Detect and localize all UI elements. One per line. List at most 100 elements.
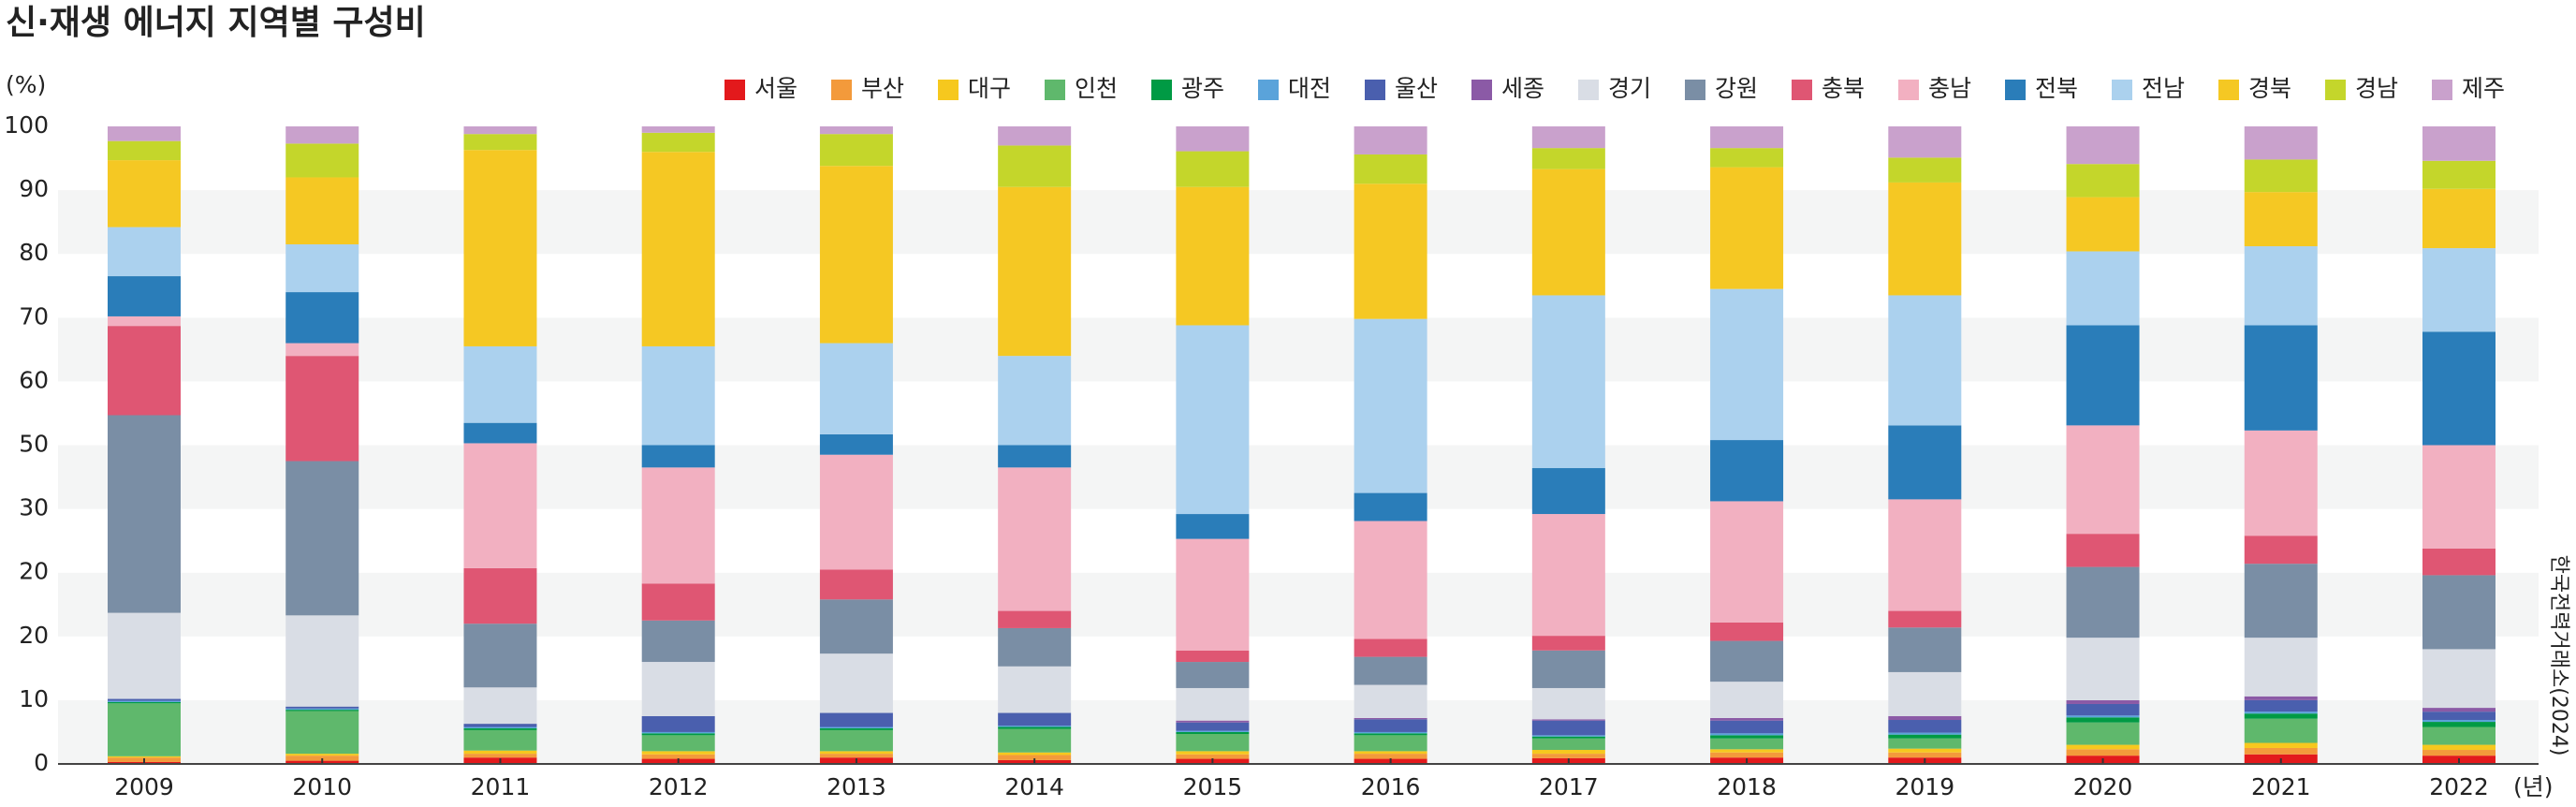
x-tick-label: 2019 — [1895, 773, 1954, 800]
bar-segment — [108, 756, 181, 758]
bar-segment — [463, 150, 537, 346]
bar-segment — [1710, 738, 1784, 750]
bar-segment — [1710, 752, 1784, 758]
bar-segment — [1531, 736, 1605, 739]
bar-segment — [108, 160, 181, 227]
bar-segment — [2244, 536, 2318, 565]
bar-segment — [1176, 325, 1250, 515]
bar-segment — [1710, 440, 1784, 502]
bar-segment — [1888, 734, 1962, 739]
legend-label: 대구 — [968, 75, 1011, 102]
x-tick-label: 2017 — [1539, 773, 1599, 800]
bar-segment — [641, 754, 715, 759]
bar-segment — [1531, 126, 1605, 149]
bar-segment — [1710, 622, 1784, 641]
legend-swatch — [724, 80, 745, 100]
bar-segment — [1888, 671, 1962, 716]
x-tick-label: 2013 — [827, 773, 886, 800]
bar-segment — [1710, 749, 1784, 753]
bar-segment — [1888, 627, 1962, 672]
bar-segment — [1531, 636, 1605, 651]
legend-swatch — [1151, 80, 1172, 100]
bar-segment — [641, 751, 715, 755]
grid-band — [58, 126, 2539, 191]
x-tick-label: 2010 — [292, 773, 352, 800]
bar-segment — [285, 615, 359, 707]
bar-segment — [463, 134, 537, 151]
bar-segment — [1176, 126, 1250, 152]
bar-segment — [1176, 151, 1250, 187]
bar-segment — [1354, 656, 1427, 685]
bar-segment — [1710, 733, 1784, 736]
bar-segment — [463, 754, 537, 758]
bar-segment — [2422, 726, 2496, 745]
bar-segment — [998, 666, 1072, 713]
plot-background — [58, 126, 2539, 764]
bar-segment — [998, 126, 1072, 146]
x-tick-label: 2015 — [1183, 773, 1243, 800]
bar-segment — [1531, 738, 1605, 751]
bar-segment — [108, 415, 181, 613]
bar-segment — [2422, 649, 2496, 709]
legend-label: 광주 — [1181, 75, 1224, 102]
bar-segment — [2244, 325, 2318, 431]
grid-band — [58, 508, 2539, 573]
x-tick-label: 2011 — [471, 773, 531, 800]
bar-segment — [641, 445, 715, 468]
legend-swatch — [1792, 80, 1812, 100]
bar-segment — [1176, 650, 1250, 663]
legend-swatch — [2218, 80, 2239, 100]
bar-segment — [285, 756, 359, 761]
bar-segment — [108, 698, 181, 701]
bar-segment — [1354, 731, 1427, 734]
bar-segment — [463, 729, 537, 751]
bar-segment — [285, 711, 359, 755]
bar-segment — [998, 728, 1072, 753]
bar-segment — [2244, 696, 2318, 700]
bar-segment — [463, 345, 537, 423]
bar-segment — [108, 703, 181, 756]
legend-label: 대전 — [1288, 75, 1331, 102]
y-tick-label: 60 — [19, 366, 49, 393]
bar-segment — [1354, 154, 1427, 184]
bar-segment — [2066, 425, 2140, 535]
legend-swatch — [1365, 80, 1385, 100]
bar-segment — [285, 177, 359, 244]
bar-segment — [2244, 742, 2318, 748]
bar-segment — [1888, 425, 1962, 500]
x-tick-label: 2012 — [649, 773, 709, 800]
y-tick-label: 80 — [19, 239, 49, 266]
bar-segment — [641, 345, 715, 446]
bar-segment — [819, 754, 893, 758]
bar-segment — [285, 710, 359, 712]
grid-band — [58, 254, 2539, 318]
bar-segment — [1888, 738, 1962, 749]
bar-segment — [1531, 295, 1605, 469]
bar-segment — [1710, 288, 1784, 441]
bar-segment — [2244, 126, 2318, 160]
bar-segment — [1888, 752, 1962, 758]
bar-segment — [1888, 126, 1962, 158]
bar-segment — [641, 583, 715, 621]
bar-segment — [1531, 735, 1605, 737]
bar-segment — [819, 599, 893, 654]
legend-label: 충남 — [1928, 75, 1971, 102]
bar-segment — [463, 422, 537, 444]
bar-segment — [998, 445, 1072, 468]
bar-segment — [998, 356, 1072, 446]
bar-segment — [463, 443, 537, 568]
bar-segment — [1176, 733, 1250, 752]
bar-segment — [285, 243, 359, 293]
legend-label: 세종 — [1501, 75, 1544, 102]
bar-segment — [1354, 638, 1427, 657]
grid-band — [58, 381, 2539, 446]
legend-swatch — [938, 80, 959, 100]
bar-segment — [1531, 514, 1605, 637]
x-tick-label: 2021 — [2251, 773, 2311, 800]
y-tick-label: 50 — [19, 431, 49, 458]
bar-segment — [998, 712, 1072, 726]
bar-segment — [1888, 295, 1962, 426]
bar-segment — [1176, 186, 1250, 326]
bar-segment — [1176, 538, 1250, 651]
bar-segment — [998, 145, 1072, 187]
